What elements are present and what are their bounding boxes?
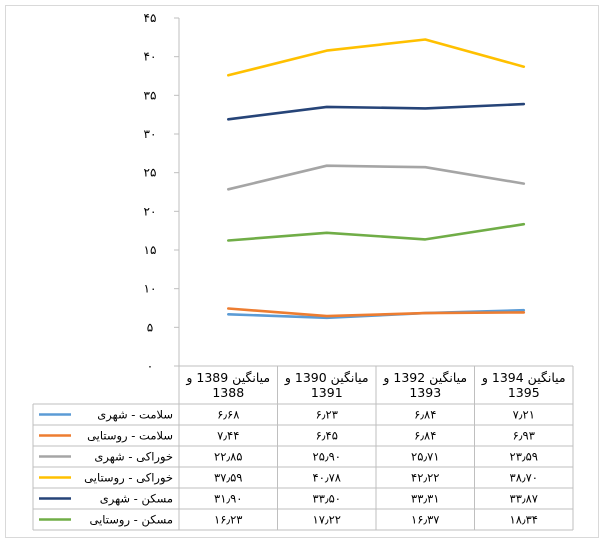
data-cell-value: ۱۷٫۲۲ xyxy=(313,513,341,527)
category-label: میانگین 1390 و 1391 xyxy=(284,370,369,400)
data-cell-value: ۶٫۲۳ xyxy=(316,408,338,422)
data-cell-value: ۳۸٫۷۰ xyxy=(510,471,538,485)
y-tick-label: ۳۰ xyxy=(144,127,157,141)
y-tick-label: ۰ xyxy=(147,359,153,373)
data-cell-value: ۴۰٫۷۸ xyxy=(313,471,341,485)
y-tick-label: ۴۵ xyxy=(144,11,157,25)
legend-label: مسکن - روستایی xyxy=(90,513,174,528)
data-cell-value: ۳۱٫۹۰ xyxy=(214,492,242,506)
category-label: میانگین 1392 و 1393 xyxy=(382,370,467,400)
legend-label: خوراکی - روستایی xyxy=(84,471,173,486)
legend-label: خوراکی - شهری xyxy=(94,450,173,465)
data-cell-value: ۶٫۶۸ xyxy=(217,408,239,422)
chart-frame xyxy=(5,5,599,538)
y-tick-label: ۵ xyxy=(147,320,153,334)
data-cell-value: ۳۳٫۵۰ xyxy=(313,492,341,506)
data-cell-value: ۲۵٫۹۰ xyxy=(313,450,341,464)
data-cell-value: ۶٫۹۳ xyxy=(513,429,535,443)
series-line-4 xyxy=(227,38,526,77)
series-line-6 xyxy=(227,222,526,242)
data-cell-value: ۷٫۴۴ xyxy=(217,429,239,443)
data-cell-value: ۱۸٫۳۴ xyxy=(510,513,538,527)
data-cell-value: ۷٫۲۱ xyxy=(513,408,535,422)
data-cell-value: ۳۳٫۸۷ xyxy=(510,492,538,506)
data-cell-value: ۱۶٫۳۷ xyxy=(411,513,439,527)
data-cell-value: ۶٫۸۴ xyxy=(414,429,436,443)
data-cell-value: ۳۳٫۳۱ xyxy=(411,492,439,506)
y-tick-label: ۱۰ xyxy=(144,282,157,296)
y-tick-label: ۲۰ xyxy=(144,204,157,218)
legend-label: سلامت - شهری xyxy=(97,408,173,423)
series-line-5 xyxy=(227,102,526,121)
y-tick-label: ۱۵ xyxy=(144,243,157,257)
y-tick-label: ۴۰ xyxy=(144,50,157,64)
series-line-3 xyxy=(227,164,526,191)
category-label: میانگین 1389 و 1388 xyxy=(185,370,270,400)
data-cell-value: ۳۷٫۵۹ xyxy=(214,471,242,485)
data-cell-value: ۱۶٫۲۳ xyxy=(214,513,242,527)
data-table-layer: میانگین 1389 و 1388 میانگین 1390 و 1391 میان… xyxy=(32,365,574,531)
legend-label: سلامت - روستایی xyxy=(87,429,173,444)
data-cell-value: ۲۲٫۸۵ xyxy=(214,450,242,464)
data-cell-value: ۲۵٫۷۱ xyxy=(411,450,439,464)
series-lines-layer xyxy=(227,38,526,320)
data-cell-value: ۲۳٫۵۹ xyxy=(510,450,538,464)
data-cell-value: ۴۲٫۲۲ xyxy=(411,471,439,485)
data-cell-value: ۶٫۴۵ xyxy=(316,429,338,443)
y-tick-label: ۳۵ xyxy=(144,88,157,102)
category-label: میانگین 1394 و 1395 xyxy=(481,370,566,400)
series-line-2 xyxy=(227,307,526,318)
axis-layer: ۰ ۵ ۱۰ ۱۵ ۲۰ ۲۵ ۳۰ ۳۵ ۴۰ ۴۵ xyxy=(144,11,180,373)
y-tick-label: ۲۵ xyxy=(144,166,157,180)
data-cell-value: ۶٫۸۴ xyxy=(414,408,436,422)
legend-label: مسکن - شهری xyxy=(100,492,173,507)
